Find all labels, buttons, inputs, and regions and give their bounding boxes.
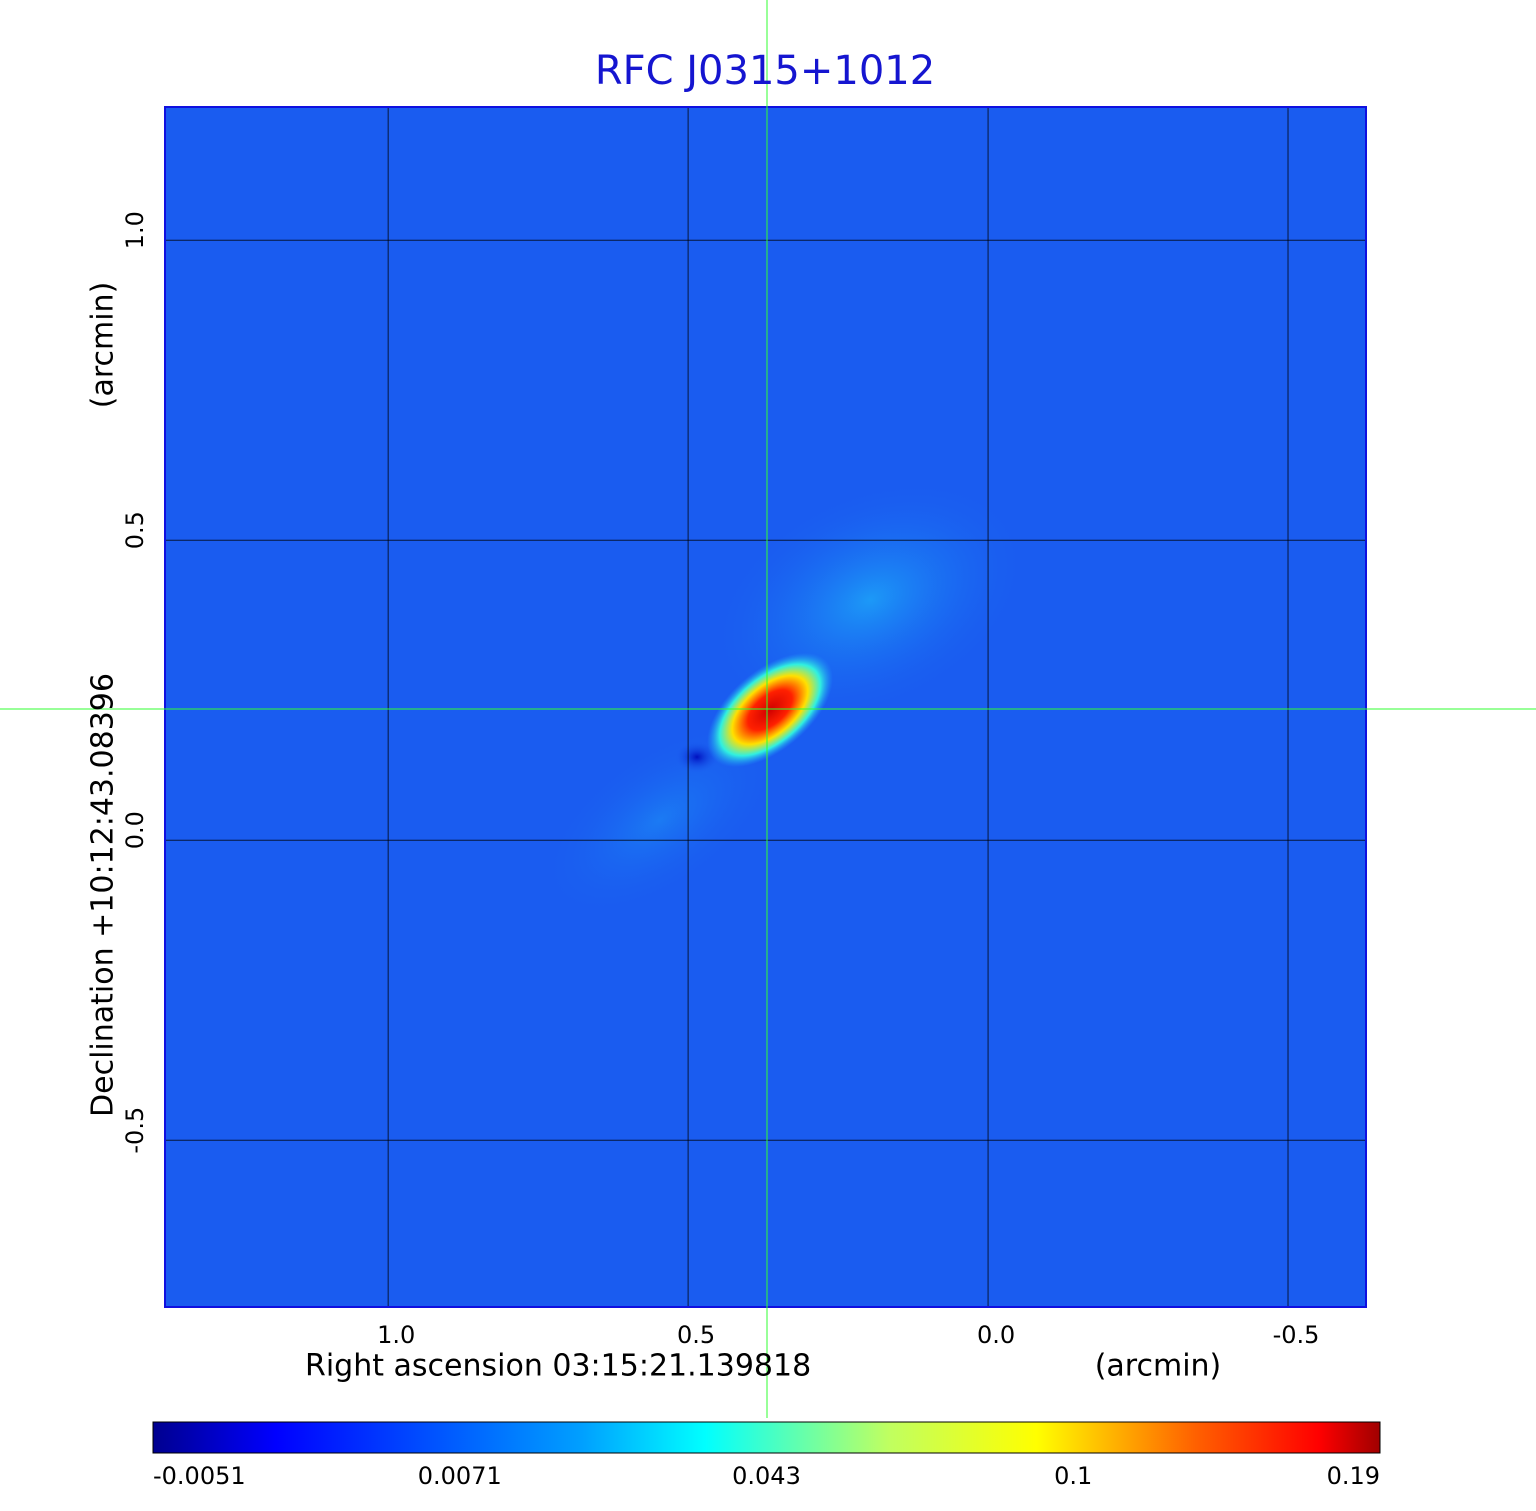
x-axis-label: Right ascension 03:15:21.139818: [305, 1349, 811, 1384]
y-tick-label: 0.5: [121, 511, 149, 549]
y-axis-label: Declination +10:12:43.08396: [86, 673, 121, 1117]
chart-title: RFC J0315+1012: [595, 48, 935, 94]
y-tick-label: 0.0: [121, 811, 149, 849]
x-tick-label: 1.0: [377, 1321, 415, 1349]
image: [165, 107, 1366, 1307]
colorbar: [152, 1421, 1381, 1454]
x-tick-label: 0.0: [977, 1321, 1015, 1349]
grid: [165, 107, 1366, 1307]
x-axis-unit: (arcmin): [1095, 1349, 1222, 1384]
colorbar-tick-label: 0.0071: [418, 1462, 502, 1490]
plot-frame: [164, 106, 1367, 1308]
x-tick-label: 0.5: [677, 1321, 715, 1349]
colorbar-tick-label: 0.043: [732, 1462, 801, 1490]
colorbar-tick-label: 0.19: [1327, 1462, 1380, 1490]
y-axis-unit: (arcmin): [86, 282, 121, 409]
y-tick-label: 1.0: [121, 211, 149, 249]
colorbar-tick-label: -0.0051: [153, 1462, 246, 1490]
colorbar-tick-label: 0.1: [1054, 1462, 1092, 1490]
y-tick-label: -0.5: [121, 1107, 149, 1154]
x-tick-label: -0.5: [1273, 1321, 1320, 1349]
